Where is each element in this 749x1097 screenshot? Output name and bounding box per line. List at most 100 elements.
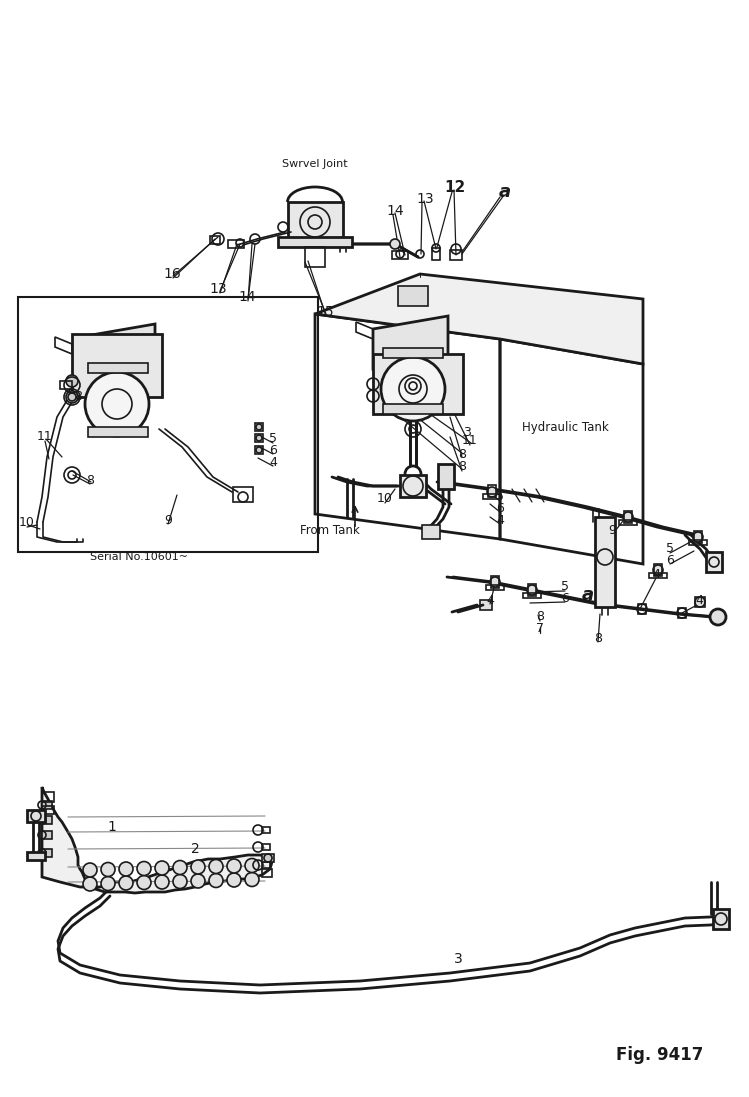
- Bar: [706, 552, 722, 572]
- Bar: [42, 849, 52, 857]
- Text: 9: 9: [608, 524, 616, 538]
- Text: 6: 6: [269, 443, 277, 456]
- Text: 1: 1: [108, 819, 116, 834]
- Circle shape: [155, 861, 169, 875]
- Bar: [88, 363, 148, 373]
- Text: 8: 8: [458, 448, 466, 461]
- Circle shape: [390, 239, 400, 249]
- Circle shape: [695, 597, 705, 607]
- Bar: [491, 576, 499, 588]
- Text: From Tank: From Tank: [300, 523, 360, 536]
- Polygon shape: [80, 324, 155, 377]
- Text: 5: 5: [496, 490, 504, 504]
- Circle shape: [227, 873, 241, 887]
- Circle shape: [83, 863, 97, 877]
- Circle shape: [487, 487, 497, 497]
- Bar: [42, 792, 54, 802]
- Polygon shape: [288, 202, 343, 242]
- Circle shape: [256, 446, 262, 453]
- Circle shape: [256, 425, 262, 430]
- Circle shape: [490, 577, 500, 587]
- Polygon shape: [315, 274, 643, 364]
- Bar: [42, 816, 52, 824]
- Text: Fig. 9417: Fig. 9417: [616, 1047, 704, 1064]
- Bar: [262, 869, 272, 877]
- Bar: [262, 827, 270, 833]
- Text: 11: 11: [462, 434, 478, 448]
- Text: 3: 3: [463, 426, 471, 439]
- Bar: [694, 531, 702, 543]
- Bar: [483, 494, 501, 499]
- Text: 4: 4: [695, 593, 703, 607]
- Bar: [619, 520, 637, 525]
- Text: a: a: [582, 586, 594, 604]
- Circle shape: [227, 859, 241, 873]
- Text: 4: 4: [486, 593, 494, 607]
- Text: 8: 8: [458, 461, 466, 474]
- Bar: [678, 608, 686, 618]
- Bar: [438, 464, 454, 489]
- Bar: [373, 354, 463, 414]
- Circle shape: [66, 375, 78, 387]
- Bar: [262, 844, 270, 850]
- Text: 3: 3: [454, 952, 462, 966]
- Bar: [398, 286, 428, 306]
- Circle shape: [173, 874, 187, 889]
- Circle shape: [191, 874, 205, 887]
- Text: 5: 5: [269, 432, 277, 445]
- Polygon shape: [373, 316, 448, 369]
- Text: 5: 5: [666, 543, 674, 555]
- Bar: [713, 909, 729, 929]
- Bar: [210, 236, 220, 244]
- Bar: [624, 511, 632, 523]
- Bar: [262, 853, 274, 862]
- Text: 9: 9: [164, 513, 172, 527]
- Text: 8: 8: [536, 611, 544, 623]
- Text: 5: 5: [561, 580, 569, 593]
- Bar: [42, 801, 52, 808]
- Circle shape: [693, 532, 703, 542]
- Text: 14: 14: [238, 290, 256, 304]
- Bar: [654, 564, 662, 576]
- Bar: [450, 250, 462, 260]
- Text: 8: 8: [74, 391, 82, 404]
- Text: 10: 10: [377, 493, 393, 506]
- Text: a: a: [499, 183, 511, 201]
- Bar: [392, 251, 408, 259]
- Circle shape: [119, 877, 133, 890]
- Bar: [383, 404, 443, 414]
- Bar: [27, 810, 45, 822]
- Bar: [72, 333, 162, 397]
- Text: 4: 4: [496, 513, 504, 527]
- Text: 11: 11: [37, 430, 53, 443]
- Bar: [528, 584, 536, 596]
- Circle shape: [245, 872, 259, 886]
- Text: 6: 6: [496, 501, 504, 514]
- Bar: [262, 862, 270, 868]
- Circle shape: [405, 466, 421, 482]
- Text: 8: 8: [594, 632, 602, 645]
- Text: 4: 4: [269, 455, 277, 468]
- Circle shape: [85, 372, 149, 436]
- Text: 10: 10: [19, 517, 35, 530]
- Circle shape: [653, 565, 663, 575]
- Bar: [689, 540, 707, 545]
- Text: 6: 6: [666, 554, 674, 566]
- Circle shape: [137, 861, 151, 875]
- Bar: [42, 806, 54, 814]
- Bar: [42, 832, 52, 839]
- Bar: [638, 604, 646, 614]
- Bar: [488, 485, 496, 497]
- Bar: [400, 475, 426, 497]
- Circle shape: [710, 609, 726, 625]
- Text: 12: 12: [444, 180, 466, 194]
- Circle shape: [101, 862, 115, 877]
- Bar: [486, 585, 504, 590]
- Circle shape: [381, 357, 445, 421]
- Circle shape: [623, 512, 633, 522]
- Circle shape: [155, 875, 169, 889]
- Bar: [233, 487, 253, 502]
- Text: 8: 8: [86, 474, 94, 486]
- Bar: [695, 597, 705, 607]
- Text: 14: 14: [386, 204, 404, 218]
